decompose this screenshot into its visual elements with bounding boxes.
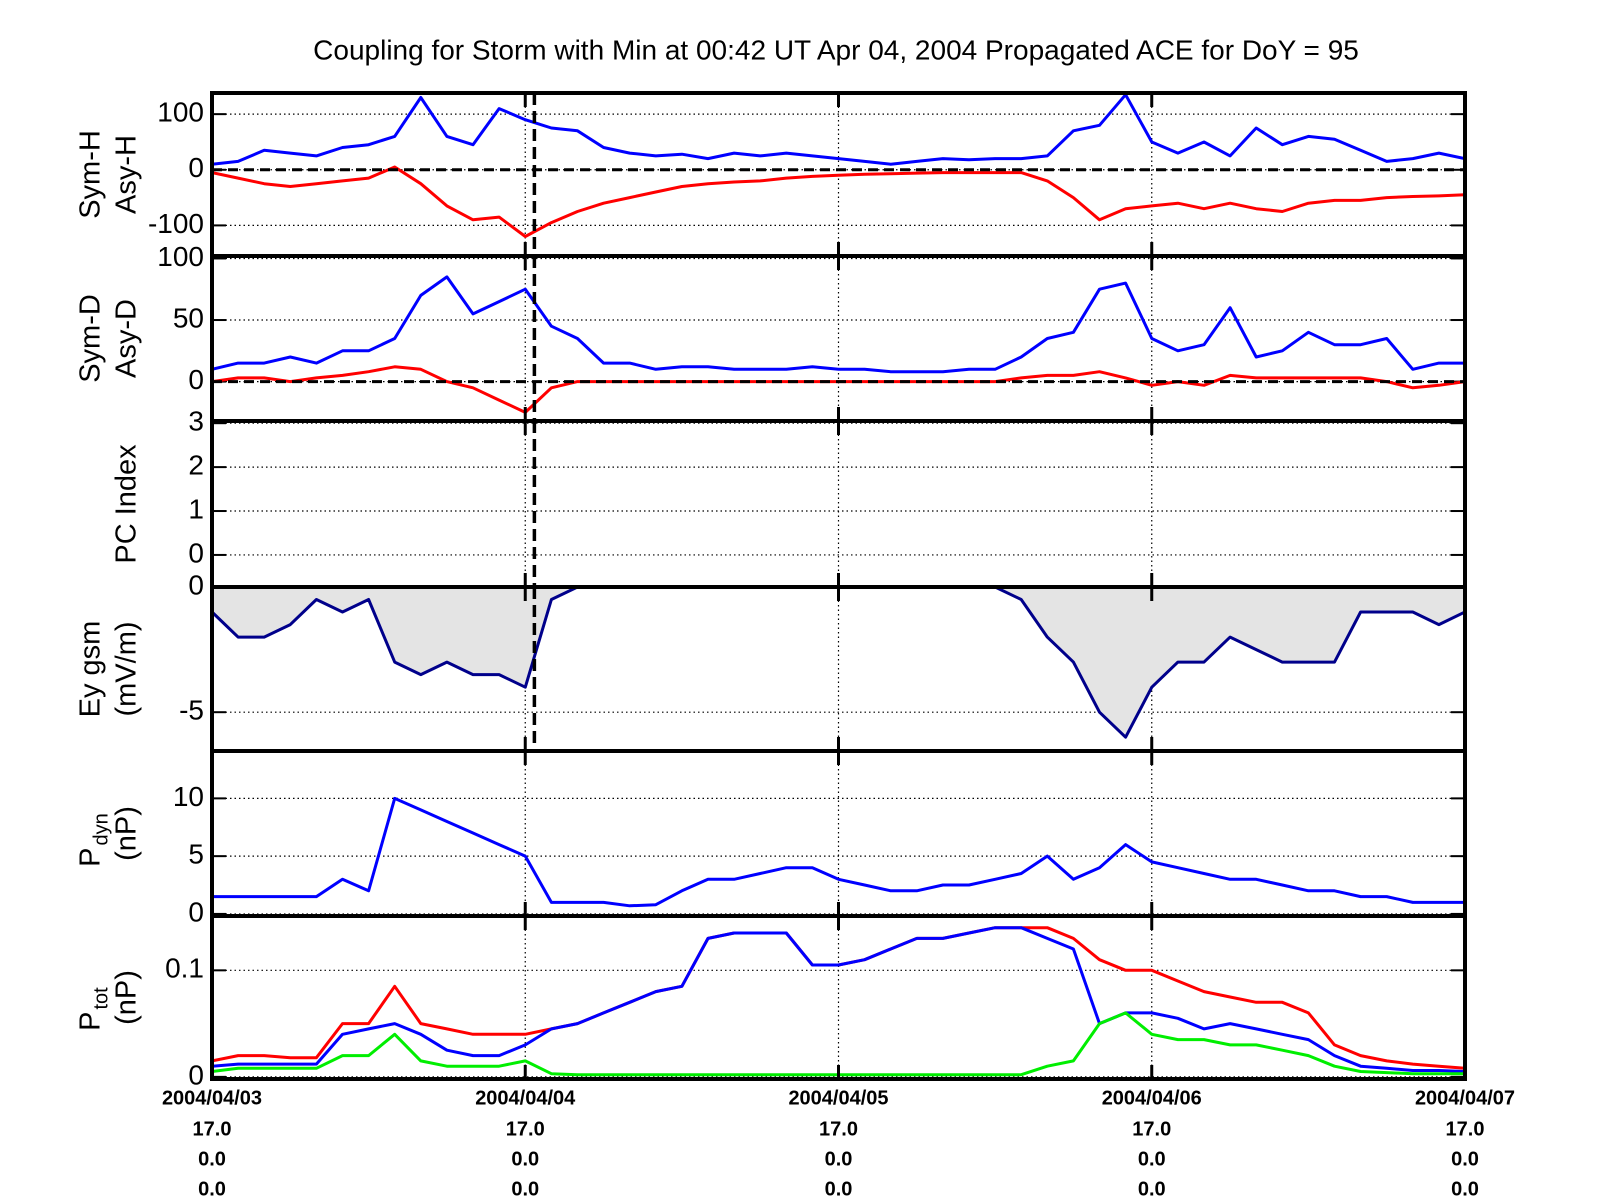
y-axis-label: Asy-D <box>111 299 143 378</box>
y-axis-label: PC Index <box>111 444 143 564</box>
x-tick-sublabel: 0.0 <box>825 1178 853 1200</box>
y-axis-label: (mV/m) <box>111 621 143 716</box>
y-axis-label: (nP) <box>111 970 143 1025</box>
y-axis-label-subscript: tot <box>90 987 112 1010</box>
y-label-group: (nP) <box>111 806 143 861</box>
y-tick-label: -100 <box>148 208 204 239</box>
data-line <box>212 587 1465 739</box>
y-tick-label: 0 <box>188 569 204 600</box>
x-tick-sublabel: 17.0 <box>193 1118 232 1140</box>
y-axis-label: (nP) <box>111 806 143 861</box>
y-axis-label: P <box>75 1012 107 1031</box>
x-tick-sublabel: 0.0 <box>511 1148 539 1170</box>
y-tick-label: 50 <box>173 302 204 333</box>
y-label-group: PC Index <box>111 444 143 564</box>
x-tick-label: 2004/04/05 <box>788 1087 888 1109</box>
x-tick-sublabel: 0.0 <box>1138 1178 1166 1200</box>
x-tick-sublabel: 17.0 <box>506 1118 545 1140</box>
x-tick-sublabel: 0.0 <box>825 1148 853 1170</box>
data-line <box>212 165 1465 238</box>
y-axis-label: Sym-H <box>75 130 107 219</box>
y-tick-label: 0 <box>188 537 204 568</box>
x-tick-label: 2004/04/03 <box>162 1087 262 1109</box>
y-label-group: Asy-H <box>111 135 143 214</box>
x-tick-sublabel: 0.0 <box>198 1148 226 1170</box>
x-tick-label: 2004/04/07 <box>1415 1087 1515 1109</box>
y-tick-label: 0 <box>188 896 204 927</box>
y-label-group: Sym-D <box>75 294 107 383</box>
data-line <box>212 926 1465 1073</box>
x-tick-label: 2004/04/04 <box>475 1087 576 1109</box>
x-tick-sublabel: 17.0 <box>819 1118 858 1140</box>
y-tick-label: 5 <box>188 839 204 870</box>
y-tick-label: 100 <box>157 241 204 272</box>
x-tick-label: 2004/04/06 <box>1102 1087 1202 1109</box>
data-line <box>212 796 1465 908</box>
area-fill <box>212 587 1465 738</box>
y-tick-label: 10 <box>173 781 204 812</box>
y-axis-label: Ey gsm <box>75 621 107 718</box>
y-tick-label: -5 <box>179 695 204 726</box>
y-tick-label: 0 <box>188 364 204 395</box>
y-label-group: (mV/m) <box>111 621 143 716</box>
y-axis-label: Asy-H <box>111 135 143 214</box>
x-tick-sublabel: 17.0 <box>1446 1118 1485 1140</box>
y-tick-label: 1 <box>188 493 204 524</box>
y-axis-label: Sym-D <box>75 294 107 383</box>
y-label-group: (nP) <box>111 970 143 1025</box>
y-label-group: Sym-H <box>75 130 107 219</box>
panel-frame <box>210 914 1467 1081</box>
y-label-group: Asy-D <box>111 299 143 378</box>
x-tick-sublabel: 0.0 <box>1451 1178 1479 1200</box>
y-axis-label-subscript: dyn <box>90 813 112 845</box>
y-tick-label: 0 <box>188 1059 204 1090</box>
data-line <box>212 275 1465 374</box>
x-tick-sublabel: 0.0 <box>1451 1148 1479 1170</box>
y-tick-label: 100 <box>157 97 204 128</box>
x-tick-sublabel: 0.0 <box>511 1178 539 1200</box>
x-tick-sublabel: 0.0 <box>198 1178 226 1200</box>
data-line <box>212 93 1465 166</box>
y-tick-label: 0 <box>188 152 204 183</box>
x-tick-sublabel: 17.0 <box>1132 1118 1171 1140</box>
chart-title: Coupling for Storm with Min at 00:42 UT … <box>313 34 1359 65</box>
x-tick-sublabel: 0.0 <box>1138 1148 1166 1170</box>
y-tick-label: 0.1 <box>165 953 204 984</box>
y-label-group: Ey gsm <box>75 621 107 718</box>
y-axis-label: P <box>75 848 107 867</box>
y-tick-label: 2 <box>188 450 204 481</box>
y-tick-label: 3 <box>188 406 204 437</box>
